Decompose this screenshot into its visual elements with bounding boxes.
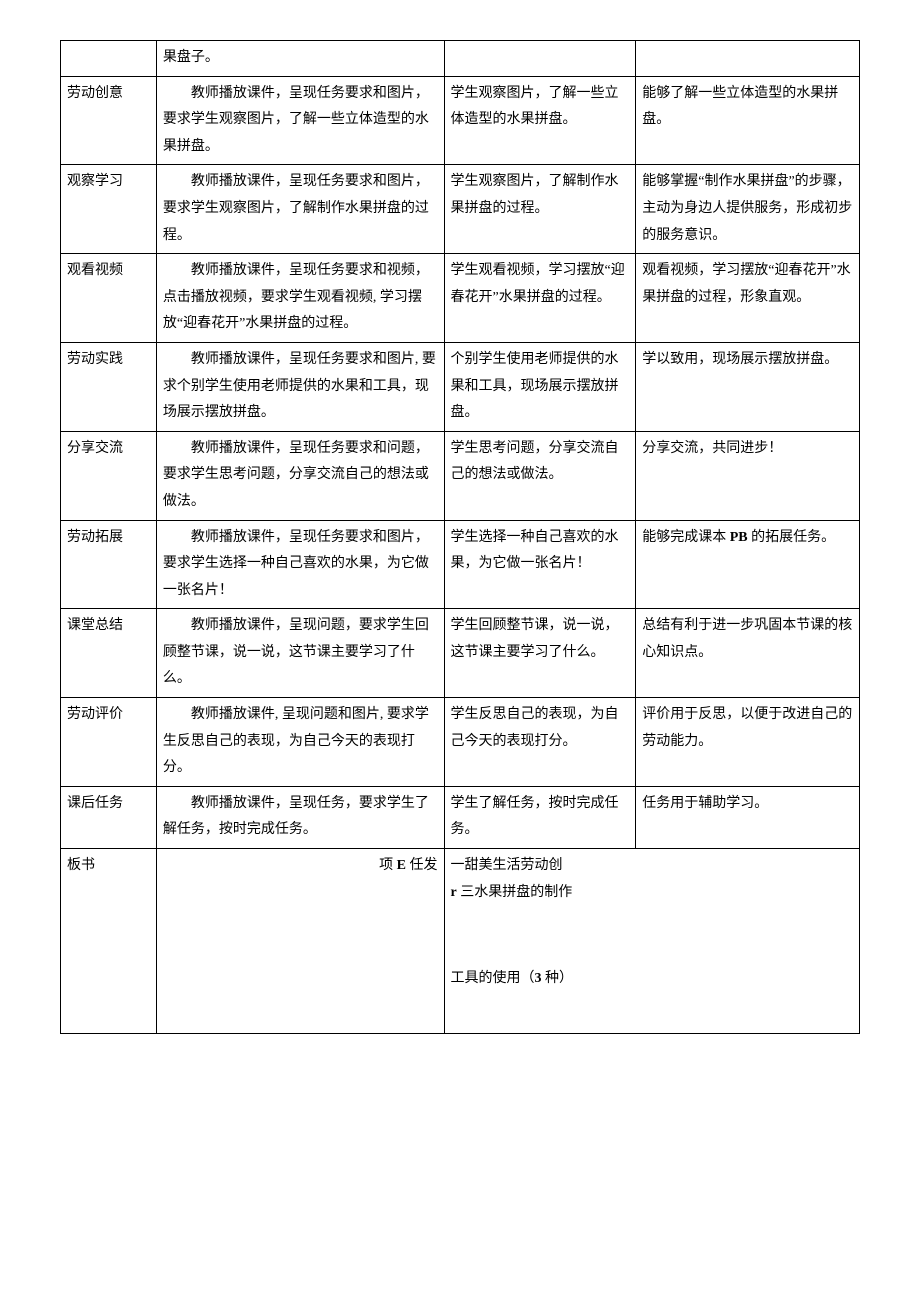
student-activity-cell: 学生选择一种自己喜欢的水果，为它做一张名片！ — [444, 520, 636, 609]
lesson-plan-table: 果盘子。劳动创意教师播放课件，呈现任务要求和图片，要求学生观察图片，了解一些立体… — [60, 40, 860, 1034]
phase-cell: 课堂总结 — [61, 609, 157, 698]
table-body: 果盘子。劳动创意教师播放课件，呈现任务要求和图片，要求学生观察图片，了解一些立体… — [61, 41, 860, 1034]
teacher-activity-cell: 教师播放课件，呈现任务要求和图片, 要求个别学生使用老师提供的水果和工具，现场展… — [156, 342, 444, 431]
teacher-activity-cell: 果盘子。 — [156, 41, 444, 77]
board-gap — [451, 906, 854, 966]
intent-cell: 观看视频，学习摆放“迎春花开”水果拼盘的过程，形象直观。 — [636, 254, 860, 343]
student-activity-cell: 学生观看视频，学习摆放“迎春花开”水果拼盘的过程。 — [444, 254, 636, 343]
table-row: 分享交流教师播放课件，呈现任务要求和问题，要求学生思考问题，分享交流自己的想法或… — [61, 431, 860, 520]
intent-cell: 评价用于反思，以便于改进自己的劳动能力。 — [636, 698, 860, 787]
table-row: 观看视频教师播放课件，呈现任务要求和视频，点击播放视频，要求学生观看视频, 学习… — [61, 254, 860, 343]
table-row: 果盘子。 — [61, 41, 860, 77]
table-row: 劳动拓展教师播放课件，呈现任务要求和图片，要求学生选择一种自己喜欢的水果，为它做… — [61, 520, 860, 609]
board-left-text: 项 E 任发 — [379, 858, 437, 873]
board-label-cell: 板书 — [61, 849, 157, 1034]
student-activity-cell: 学生回顾整节课，说一说，这节课主要学习了什么。 — [444, 609, 636, 698]
teacher-activity-cell: 教师播放课件，呈现任务要求和问题，要求学生思考问题，分享交流自己的想法或做法。 — [156, 431, 444, 520]
teacher-activity-cell: 教师播放课件，呈现任务要求和图片，要求学生观察图片，了解制作水果拼盘的过程。 — [156, 165, 444, 254]
phase-cell: 观察学习 — [61, 165, 157, 254]
intent-cell: 分享交流，共同进步！ — [636, 431, 860, 520]
table-row: 劳动创意教师播放课件，呈现任务要求和图片，要求学生观察图片，了解一些立体造型的水… — [61, 76, 860, 165]
board-line-1: 一甜美生活劳动创 — [451, 853, 854, 880]
intent-cell: 能够完成课本 PB 的拓展任务。 — [636, 520, 860, 609]
intent-cell: 能够掌握“制作水果拼盘”的步骤，主动为身边人提供服务，形成初步的服务意识。 — [636, 165, 860, 254]
teacher-activity-cell: 教师播放课件，呈现任务要求和图片，要求学生观察图片，了解一些立体造型的水果拼盘。 — [156, 76, 444, 165]
teacher-activity-cell: 教师播放课件，呈现任务要求和图片，要求学生选择一种自己喜欢的水果，为它做一张名片… — [156, 520, 444, 609]
student-activity-cell: 学生观察图片，了解一些立体造型的水果拼盘。 — [444, 76, 636, 165]
board-right-cell: 一甜美生活劳动创r 三水果拼盘的制作工具的使用（3 种） — [444, 849, 860, 1034]
phase-cell: 课后任务 — [61, 786, 157, 848]
board-line-3: 工具的使用（3 种） — [451, 966, 854, 993]
intent-cell — [636, 41, 860, 77]
intent-cell: 任务用于辅助学习。 — [636, 786, 860, 848]
phase-cell: 劳动拓展 — [61, 520, 157, 609]
intent-cell: 总结有利于进一步巩固本节课的核心知识点。 — [636, 609, 860, 698]
table-row: 观察学习教师播放课件，呈现任务要求和图片，要求学生观察图片，了解制作水果拼盘的过… — [61, 165, 860, 254]
table-row: 劳动实践教师播放课件，呈现任务要求和图片, 要求个别学生使用老师提供的水果和工具… — [61, 342, 860, 431]
student-activity-cell: 学生观察图片，了解制作水果拼盘的过程。 — [444, 165, 636, 254]
phase-cell — [61, 41, 157, 77]
student-activity-cell: 学生思考问题，分享交流自己的想法或做法。 — [444, 431, 636, 520]
intent-cell: 能够了解一些立体造型的水果拼盘。 — [636, 76, 860, 165]
phase-cell: 劳动实践 — [61, 342, 157, 431]
phase-cell: 分享交流 — [61, 431, 157, 520]
teacher-activity-cell: 教师播放课件，呈现任务，要求学生了解任务，按时完成任务。 — [156, 786, 444, 848]
student-activity-cell: 学生反思自己的表现，为自己今天的表现打分。 — [444, 698, 636, 787]
phase-cell: 劳动创意 — [61, 76, 157, 165]
phase-cell: 劳动评价 — [61, 698, 157, 787]
table-row: 课后任务教师播放课件，呈现任务，要求学生了解任务，按时完成任务。学生了解任务，按… — [61, 786, 860, 848]
student-activity-cell: 个别学生使用老师提供的水果和工具，现场展示摆放拼盘。 — [444, 342, 636, 431]
student-activity-cell — [444, 41, 636, 77]
board-line-2: r 三水果拼盘的制作 — [451, 880, 854, 907]
teacher-activity-cell: 教师播放课件，呈现任务要求和视频，点击播放视频，要求学生观看视频, 学习摆放“迎… — [156, 254, 444, 343]
teacher-activity-cell: 教师播放课件，呈现问题，要求学生回顾整节课，说一说，这节课主要学习了什么。 — [156, 609, 444, 698]
student-activity-cell: 学生了解任务，按时完成任务。 — [444, 786, 636, 848]
table-row: 劳动评价教师播放课件, 呈现问题和图片, 要求学生反思自己的表现，为自己今天的表… — [61, 698, 860, 787]
board-row: 板书 项 E 任发一甜美生活劳动创r 三水果拼盘的制作工具的使用（3 种） — [61, 849, 860, 1034]
board-left-cell: 项 E 任发 — [156, 849, 444, 1034]
intent-cell: 学以致用，现场展示摆放拼盘。 — [636, 342, 860, 431]
table-row: 课堂总结教师播放课件，呈现问题，要求学生回顾整节课，说一说，这节课主要学习了什么… — [61, 609, 860, 698]
phase-cell: 观看视频 — [61, 254, 157, 343]
teacher-activity-cell: 教师播放课件, 呈现问题和图片, 要求学生反思自己的表现，为自己今天的表现打分。 — [156, 698, 444, 787]
